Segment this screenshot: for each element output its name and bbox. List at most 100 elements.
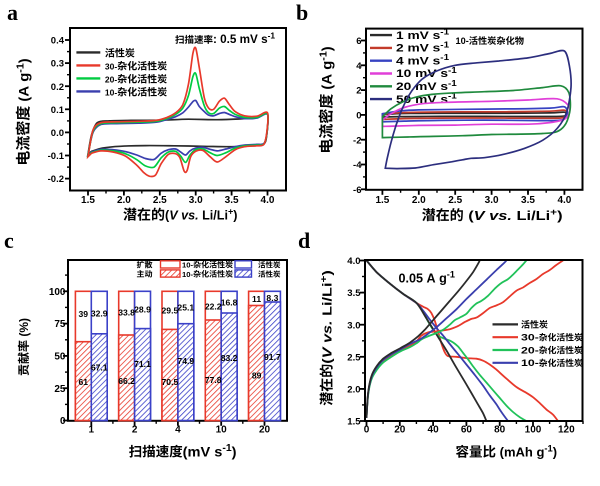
svg-text:10-: 10- (182, 272, 194, 279)
svg-text:V vs.: V vs. (474, 208, 512, 223)
svg-text:-1: -1 (222, 443, 232, 454)
svg-text:3.0: 3.0 (485, 195, 499, 206)
svg-text:4 mV s: 4 mV s (396, 55, 440, 67)
svg-text:71.1: 71.1 (134, 359, 151, 369)
svg-text:10: 10 (216, 425, 228, 436)
svg-text:-1: -1 (440, 28, 450, 37)
svg-text:V vs.: V vs. (169, 209, 198, 223)
svg-text:28.9: 28.9 (134, 305, 151, 315)
svg-text:75: 75 (54, 319, 66, 330)
svg-text:-1: -1 (318, 51, 329, 61)
svg-text:): ) (557, 208, 563, 223)
svg-text:-1: -1 (544, 443, 552, 454)
svg-text:0.05 A g: 0.05 A g (399, 272, 447, 286)
svg-text:39: 39 (79, 309, 89, 319)
svg-text:0: 0 (60, 416, 66, 427)
svg-text:22.2: 22.2 (205, 302, 222, 312)
svg-text:100: 100 (49, 287, 66, 298)
svg-text:(: ( (464, 208, 475, 223)
svg-text:77.8: 77.8 (205, 375, 222, 385)
svg-text:-1: -1 (448, 79, 458, 88)
svg-text:(A g: (A g (320, 61, 335, 94)
svg-text:): ) (320, 46, 335, 51)
svg-text:Li/Li: Li/Li (320, 283, 335, 321)
svg-text:-1: -1 (448, 66, 458, 75)
svg-text:Li/Li: Li/Li (199, 209, 228, 223)
svg-text:0.4: 0.4 (51, 36, 65, 47)
svg-text:20 mV s: 20 mV s (396, 81, 448, 93)
svg-text:-6: -6 (353, 185, 361, 196)
svg-text:33.8: 33.8 (118, 308, 135, 318)
svg-text:80: 80 (494, 425, 506, 436)
svg-text:50: 50 (54, 352, 66, 363)
svg-text:20: 20 (259, 425, 271, 436)
svg-text:120: 120 (558, 425, 575, 436)
svg-text:91.7: 91.7 (264, 352, 281, 362)
svg-text:): ) (320, 270, 335, 275)
svg-text:(mAh g: (mAh g (496, 445, 544, 460)
svg-text:1: 1 (89, 425, 95, 436)
svg-text:67.1: 67.1 (91, 363, 108, 373)
svg-text:+: + (318, 275, 329, 282)
svg-text:2 mV s: 2 mV s (396, 43, 440, 55)
svg-text:30-: 30- (105, 62, 117, 72)
svg-text:3.5: 3.5 (347, 288, 361, 299)
svg-text:25.1: 25.1 (177, 303, 194, 313)
svg-text:89: 89 (252, 371, 262, 381)
svg-text:3.0: 3.0 (347, 320, 360, 331)
svg-text:2: 2 (132, 425, 138, 436)
svg-text:-0.2: -0.2 (48, 174, 64, 185)
svg-text:0.0: 0.0 (51, 128, 64, 139)
svg-text:0.1: 0.1 (51, 105, 65, 116)
svg-text:20: 20 (394, 425, 406, 436)
svg-text:25: 25 (54, 384, 66, 395)
svg-text:61: 61 (79, 377, 89, 387)
svg-text:29.5: 29.5 (162, 306, 179, 316)
svg-text:-1: -1 (15, 63, 26, 73)
svg-text:V vs.: V vs. (320, 321, 335, 359)
svg-text:4.0: 4.0 (261, 195, 275, 206)
svg-text:74.9: 74.9 (177, 356, 194, 366)
svg-text:1.5: 1.5 (375, 195, 389, 206)
svg-text:2.0: 2.0 (347, 385, 360, 396)
svg-text:(: ( (320, 358, 335, 364)
svg-text:-2: -2 (353, 135, 361, 146)
svg-text:2.0: 2.0 (117, 195, 131, 206)
svg-text:(mV s: (mV s (183, 444, 223, 459)
svg-text:3.0: 3.0 (189, 195, 203, 206)
svg-text:(%): (%) (17, 318, 31, 340)
svg-text:(A g: (A g (17, 73, 32, 106)
svg-text:3.5: 3.5 (225, 195, 239, 206)
svg-text:): ) (17, 58, 32, 63)
svg-text:-1: -1 (448, 92, 458, 101)
svg-text:100: 100 (525, 425, 542, 436)
svg-text:c: c (4, 228, 14, 253)
svg-text:2.5: 2.5 (448, 195, 462, 206)
svg-text:66.2: 66.2 (118, 376, 135, 386)
svg-text:10-: 10- (105, 88, 117, 98)
svg-text:20-: 20- (521, 345, 539, 356)
svg-text:11: 11 (252, 294, 261, 304)
svg-text:Li/Li: Li/Li (512, 208, 550, 223)
svg-text:1 mV s: 1 mV s (396, 30, 440, 42)
svg-text:20-: 20- (105, 75, 117, 85)
svg-text:: 0.5 mV s: : 0.5 mV s (213, 33, 268, 46)
svg-text:+: + (550, 206, 558, 217)
svg-text:2: 2 (356, 86, 361, 97)
svg-text:70.5: 70.5 (162, 377, 179, 387)
svg-text:4.0: 4.0 (557, 195, 571, 206)
svg-text:-0.1: -0.1 (48, 151, 65, 162)
svg-text:-1: -1 (268, 31, 276, 41)
svg-text:2.0: 2.0 (412, 195, 426, 206)
svg-text:16.8: 16.8 (221, 298, 238, 308)
svg-text:83.2: 83.2 (221, 353, 238, 363)
svg-text:4.0: 4.0 (347, 256, 360, 267)
svg-text:d: d (298, 228, 310, 253)
svg-text:1.5: 1.5 (81, 195, 95, 206)
svg-text:10-: 10- (182, 263, 194, 270)
svg-text:4: 4 (175, 425, 181, 436)
svg-text:10-: 10- (521, 358, 539, 369)
svg-text:(: ( (165, 209, 170, 223)
svg-text:0: 0 (356, 111, 361, 122)
svg-text:2.5: 2.5 (347, 352, 361, 363)
